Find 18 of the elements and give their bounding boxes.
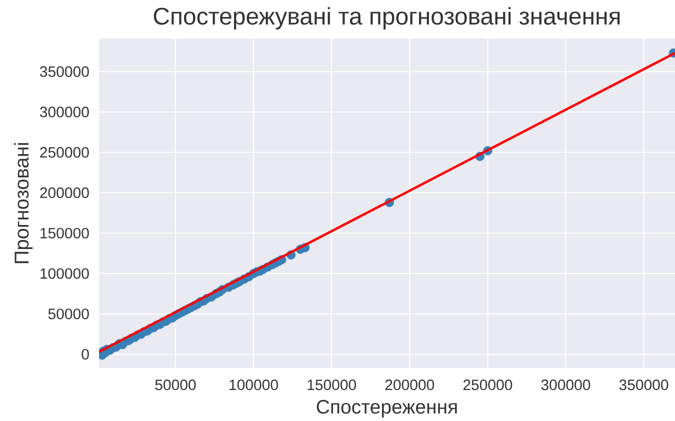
y-tick-label: 250000 bbox=[40, 147, 89, 158]
y-tick-label: 0 bbox=[82, 348, 89, 360]
x-tick-label: 250000 bbox=[463, 380, 512, 390]
x-tick-label: 150000 bbox=[308, 380, 356, 390]
x-axis-title: Спостереження bbox=[316, 400, 457, 418]
x-tick-label: 200000 bbox=[385, 380, 434, 390]
chart-title: Спостережувані та прогнозовані значення bbox=[154, 7, 620, 30]
y-tick-label: 150000 bbox=[40, 228, 89, 238]
x-tick-label: 300000 bbox=[541, 380, 590, 390]
y-tick-label: 350000 bbox=[40, 66, 89, 77]
y-tick-label: 50000 bbox=[48, 308, 89, 320]
y-tick-label: 300000 bbox=[40, 106, 89, 118]
y-tick-label: 200000 bbox=[40, 187, 89, 198]
x-tick-label: 50000 bbox=[155, 380, 196, 390]
x-tick-label: 350000 bbox=[619, 380, 668, 390]
y-axis-title: Прогнозовані bbox=[14, 143, 33, 264]
x-tick-label: 100000 bbox=[230, 380, 278, 390]
y-tick-label: 100000 bbox=[40, 268, 89, 279]
